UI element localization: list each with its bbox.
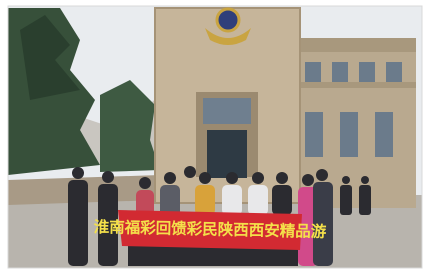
banner: 淮南福彩回馈彩民陕西西安精品游	[94, 210, 327, 250]
page: 淮南福彩回馈彩民陕西西安精品游 (() => { const data = JS…	[0, 0, 430, 271]
photo: 淮南福彩回馈彩民陕西西安精品游	[0, 0, 430, 271]
